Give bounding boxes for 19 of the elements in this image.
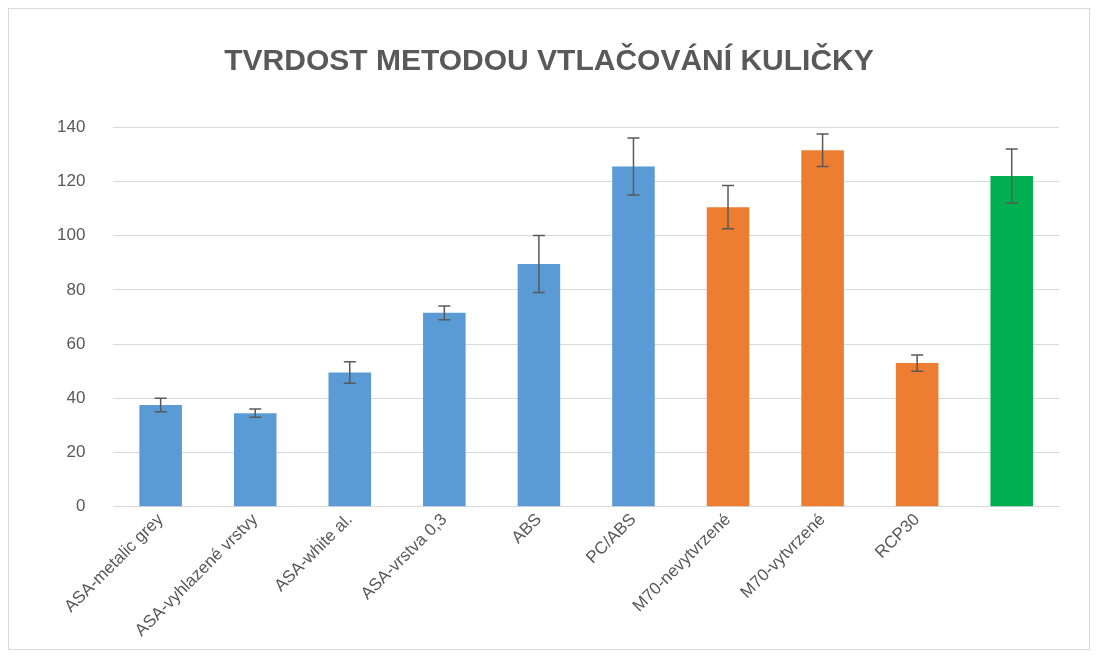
bar [895,363,939,507]
bar [990,175,1033,507]
y-tick-label: 80 [66,279,86,299]
bar [801,150,844,507]
bar [612,166,655,507]
bar [328,372,372,507]
bar [706,207,750,507]
y-tick-label: 40 [66,387,86,407]
y-tick-label: 140 [56,116,86,136]
y-tick-label: 100 [56,225,86,245]
y-tick-label: 20 [66,442,86,462]
y-tick-label: 60 [66,333,86,353]
bar [423,312,466,507]
chart-title: TVRDOST METODOU VTLAČOVÁNÍ KULIČKY [223,43,875,77]
y-tick-label: 120 [56,171,86,191]
bar [139,405,182,507]
bar [233,413,277,507]
bar [517,264,561,507]
y-tick-label: 0 [75,496,86,516]
